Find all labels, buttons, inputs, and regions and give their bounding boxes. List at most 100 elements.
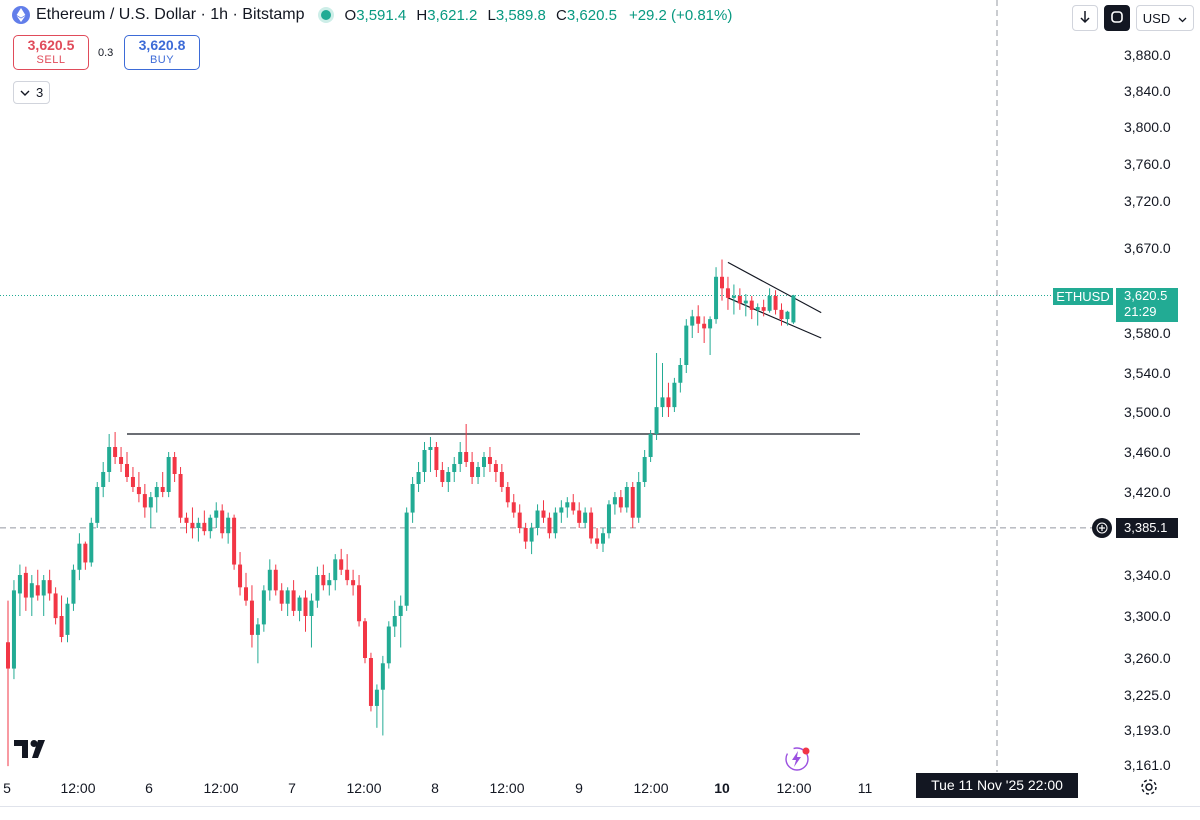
candle-body bbox=[589, 512, 594, 539]
candle-body bbox=[41, 580, 46, 596]
price-tick-label: 3,161.0 bbox=[1124, 757, 1171, 773]
candle-body bbox=[172, 457, 177, 474]
candle-body bbox=[422, 450, 427, 472]
candle-body bbox=[17, 575, 22, 594]
time-scale[interactable]: 5 12:00 6 12:00 7 12:00 8 12:00 9 12:00 10 12:00 11 bbox=[3, 780, 872, 796]
candle-body bbox=[392, 616, 397, 627]
candle-body bbox=[303, 597, 308, 616]
bar-countdown: 21:29 bbox=[1124, 304, 1157, 319]
candle-body bbox=[11, 590, 16, 669]
buy-label: BUY bbox=[149, 54, 175, 66]
candle-body bbox=[690, 316, 695, 326]
time-tick-label: 12:00 bbox=[633, 780, 668, 796]
crosshair-plus-icon[interactable] bbox=[1092, 518, 1112, 538]
candle-body bbox=[53, 593, 58, 619]
buy-button[interactable]: 3,620.8 BUY bbox=[124, 35, 200, 70]
candle-body bbox=[553, 512, 558, 534]
candle-body bbox=[410, 484, 415, 513]
candle-body bbox=[535, 510, 540, 528]
candle-body bbox=[357, 585, 362, 622]
download-button[interactable] bbox=[1072, 5, 1098, 31]
candle-body bbox=[130, 477, 135, 487]
price-tick-label: 3,670.0 bbox=[1124, 240, 1171, 256]
candle-body bbox=[714, 276, 719, 320]
candle-body bbox=[160, 487, 165, 492]
candle-body bbox=[678, 365, 683, 383]
candle-body bbox=[446, 472, 451, 482]
candle-body bbox=[386, 626, 391, 664]
fullscreen-button[interactable] bbox=[1104, 5, 1130, 31]
candle-body bbox=[190, 522, 195, 528]
candle-body bbox=[773, 296, 778, 310]
candle-body bbox=[612, 497, 617, 505]
ethereum-logo-icon bbox=[12, 6, 30, 24]
price-scale[interactable]: 3,880.0 3,840.0 3,800.0 3,760.0 3,720.0 3,670… bbox=[1124, 47, 1171, 773]
candle-body bbox=[458, 452, 463, 464]
candle-body bbox=[601, 533, 605, 544]
candle-body bbox=[642, 457, 647, 482]
gear-icon[interactable] bbox=[1139, 777, 1159, 802]
indicators-toggle[interactable]: 3 bbox=[13, 81, 51, 104]
candle-body bbox=[279, 590, 284, 604]
sell-button[interactable]: 3,620.5 SELL bbox=[13, 35, 89, 70]
candle-body bbox=[464, 452, 469, 462]
candle-body bbox=[339, 559, 344, 570]
candle-body bbox=[547, 517, 552, 534]
candle-body bbox=[380, 663, 385, 690]
candle-body bbox=[351, 580, 356, 586]
candle-body bbox=[743, 300, 748, 304]
candle-body bbox=[244, 587, 248, 601]
chevron-down-icon bbox=[20, 82, 30, 103]
candle-body bbox=[696, 316, 701, 324]
candle-body bbox=[368, 658, 373, 706]
candle-body bbox=[291, 590, 296, 611]
candle-body bbox=[65, 603, 70, 635]
candle-body bbox=[720, 276, 724, 289]
price-tick-label: 3,540.0 bbox=[1124, 365, 1171, 381]
price-tick-label: 3,760.0 bbox=[1124, 156, 1171, 172]
drawings bbox=[127, 261, 860, 435]
buy-price: 3,620.8 bbox=[138, 37, 186, 53]
candle-body bbox=[83, 543, 88, 563]
symbol-title[interactable]: Ethereum / U.S. Dollar · 1h · Bitstamp bbox=[36, 6, 305, 23]
time-tick-label: 10 bbox=[714, 780, 730, 796]
price-tick-label: 3,193.0 bbox=[1124, 722, 1171, 738]
channel-line bbox=[727, 297, 822, 339]
top-right-toolbar: USD bbox=[1072, 5, 1194, 31]
ohlc-values: O3,591.4 H3,621.2 L3,589.8 C3,620.5 bbox=[344, 6, 617, 24]
candle-body bbox=[374, 689, 379, 706]
candle-body bbox=[654, 407, 659, 434]
candle-body bbox=[476, 467, 481, 477]
candle-body bbox=[618, 497, 623, 508]
flash-icon[interactable] bbox=[783, 745, 811, 778]
candle-body bbox=[404, 512, 409, 606]
candle-body bbox=[767, 296, 772, 311]
time-crosshair-tooltip: Tue 11 Nov '25 22:00 bbox=[916, 773, 1078, 798]
time-tick-label: 12:00 bbox=[489, 780, 524, 796]
candle-body bbox=[59, 616, 64, 637]
candle-body bbox=[125, 464, 129, 477]
candle-body bbox=[624, 487, 629, 508]
crosshair-price-tag: 3,385.1 bbox=[1116, 518, 1178, 538]
candle-body bbox=[630, 487, 635, 518]
candle-body bbox=[249, 600, 254, 635]
candle-body bbox=[261, 590, 266, 625]
market-status-icon[interactable] bbox=[320, 10, 331, 20]
candle-body bbox=[202, 522, 207, 532]
candle-body bbox=[113, 447, 118, 457]
candle-body bbox=[267, 569, 272, 591]
price-tick-label: 3,300.0 bbox=[1124, 608, 1171, 624]
time-tick-label: 5 bbox=[3, 780, 11, 796]
tradingview-logo[interactable] bbox=[14, 738, 50, 764]
candle-body bbox=[499, 472, 504, 487]
time-tick-label: 11 bbox=[858, 780, 873, 796]
currency-select[interactable]: USD bbox=[1136, 5, 1194, 31]
candle-body bbox=[529, 528, 534, 542]
candle-body bbox=[648, 434, 653, 457]
candle-body bbox=[285, 590, 290, 604]
candle-body bbox=[95, 487, 100, 523]
candle-body bbox=[440, 470, 445, 482]
time-tick-label: 9 bbox=[575, 780, 583, 796]
